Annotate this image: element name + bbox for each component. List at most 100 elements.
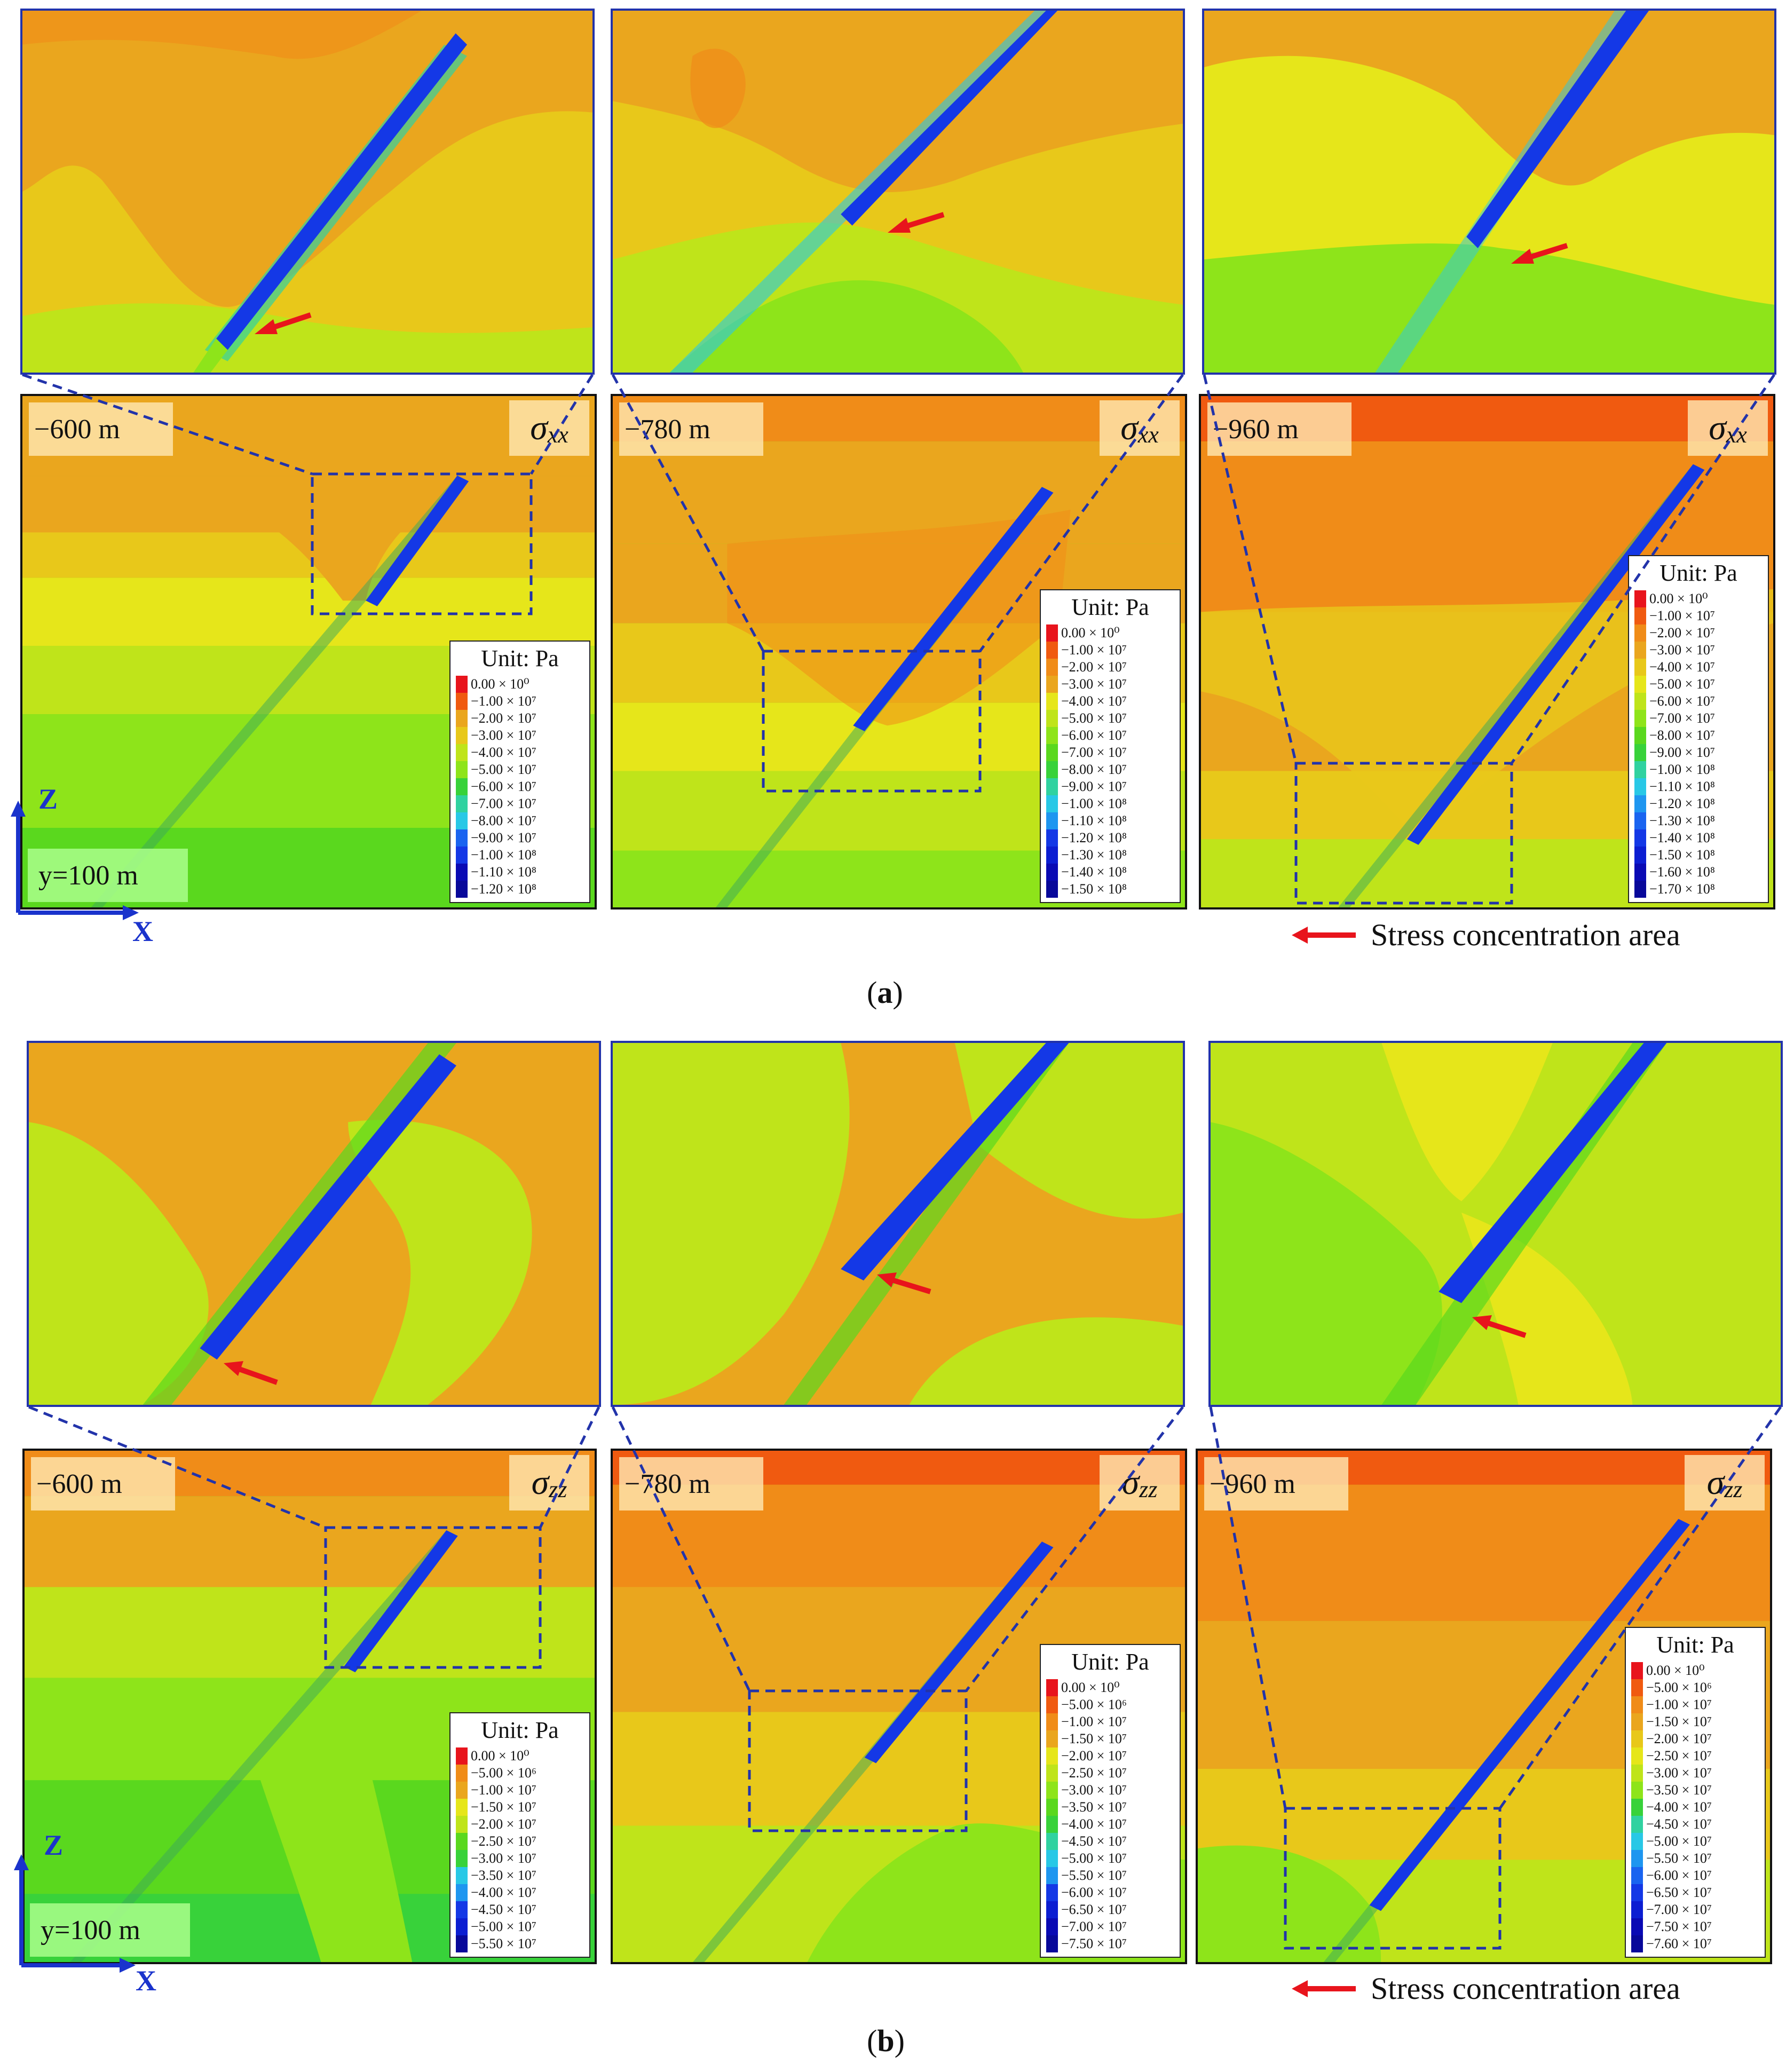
legend-value: −1.00 × 10⁸ bbox=[1061, 796, 1127, 811]
depth-label: −780 m bbox=[619, 1457, 763, 1510]
caption-b: (b) bbox=[867, 2023, 905, 2058]
color-legend: Unit: Pa 0.00 × 10⁰ −5.00 × 10⁶ −1.00 × 10⁷… bbox=[449, 1712, 590, 1958]
legend-swatch bbox=[1046, 1696, 1058, 1713]
legend-value: −1.00 × 10⁷ bbox=[471, 693, 536, 709]
legend-color-bar bbox=[1046, 1679, 1058, 1952]
legend-swatch bbox=[1634, 659, 1646, 676]
axis-z-label: Z bbox=[44, 1829, 64, 1861]
legend-swatch bbox=[1046, 829, 1058, 847]
legend-swatch bbox=[456, 1816, 468, 1833]
legend-swatch bbox=[1046, 795, 1058, 812]
legend-swatch bbox=[1634, 847, 1646, 864]
legend-value: −5.00 × 10⁷ bbox=[471, 1919, 536, 1934]
depth-label: −780 m bbox=[619, 402, 763, 456]
legend-value: −5.00 × 10⁷ bbox=[1061, 710, 1127, 726]
legend-value: −3.00 × 10⁷ bbox=[1646, 1765, 1712, 1781]
main-panel-a-960: −960 m σ xx Unit: Pa 0.00 × 10⁰ −1.00 × 10⁷… bbox=[1199, 394, 1775, 910]
stress-component-label: σ zz bbox=[1685, 1455, 1765, 1510]
legend-value: −5.50 × 10⁷ bbox=[1061, 1868, 1127, 1883]
legend-color-bar bbox=[1634, 590, 1646, 898]
legend-value: −1.60 × 10⁸ bbox=[1649, 864, 1715, 880]
legend-swatch bbox=[1046, 1782, 1058, 1799]
legend-value: −4.50 × 10⁷ bbox=[1646, 1816, 1712, 1832]
legend-value: −7.50 × 10⁷ bbox=[1646, 1919, 1712, 1934]
legend-value: −5.00 × 10⁷ bbox=[1646, 1833, 1712, 1849]
legend-value: −8.00 × 10⁷ bbox=[1649, 727, 1715, 743]
legend-color-bar bbox=[1631, 1662, 1643, 1952]
contour-map bbox=[1211, 1043, 1781, 1405]
legend-swatch bbox=[1631, 1713, 1643, 1730]
legend-swatch bbox=[1046, 1679, 1058, 1696]
main-panel-b-780: −780 m σ zz Unit: Pa 0.00 × 10⁰ −5.00 × 10⁶… bbox=[611, 1449, 1187, 1964]
legend-value: −1.20 × 10⁸ bbox=[1061, 830, 1127, 845]
legend-value: −1.10 × 10⁸ bbox=[1649, 779, 1715, 794]
legend-swatch bbox=[456, 676, 468, 693]
legend-swatch bbox=[1046, 1816, 1058, 1833]
legend-swatch bbox=[1634, 778, 1646, 795]
legend-swatch bbox=[1631, 1799, 1643, 1816]
legend-swatch bbox=[1631, 1747, 1643, 1765]
legend-value: −3.00 × 10⁷ bbox=[1649, 642, 1715, 658]
legend-swatch bbox=[1046, 847, 1058, 864]
legend-color-bar bbox=[1046, 624, 1058, 898]
legend-value: −1.50 × 10⁸ bbox=[1061, 881, 1127, 897]
legend-value: −1.50 × 10⁷ bbox=[471, 1799, 536, 1815]
legend-value: −1.00 × 10⁷ bbox=[1061, 1714, 1127, 1729]
contour-map bbox=[1204, 11, 1774, 373]
legend-swatch bbox=[456, 1901, 468, 1918]
red-arrow-icon bbox=[1292, 926, 1356, 944]
legend-swatch bbox=[1631, 1918, 1643, 1935]
legend-unit: Unit: Pa bbox=[481, 645, 559, 671]
legend-value: −4.00 × 10⁷ bbox=[1061, 693, 1127, 709]
legend-swatch bbox=[1046, 744, 1058, 761]
legend-value: −1.30 × 10⁸ bbox=[1649, 813, 1715, 828]
zoom-panel-a-960 bbox=[1202, 9, 1776, 375]
legend-swatch bbox=[1046, 1833, 1058, 1850]
axis-x-label: X bbox=[136, 1965, 156, 1997]
legend-unit: Unit: Pa bbox=[1071, 1649, 1149, 1675]
legend-swatch bbox=[1046, 1713, 1058, 1730]
legend-value: −8.00 × 10⁷ bbox=[471, 813, 536, 828]
color-legend: Unit: Pa 0.00 × 10⁰ −5.00 × 10⁶ −1.00 × 10⁷… bbox=[1040, 1644, 1181, 1958]
legend-swatch bbox=[456, 1833, 468, 1850]
legend-value: −5.00 × 10⁶ bbox=[1646, 1680, 1712, 1695]
legend-value: −2.50 × 10⁷ bbox=[1646, 1748, 1712, 1763]
legend-value: −6.00 × 10⁷ bbox=[471, 779, 536, 794]
legend-swatch bbox=[1046, 1918, 1058, 1935]
legend-value: −3.50 × 10⁷ bbox=[1646, 1782, 1712, 1798]
legend-swatch bbox=[1634, 624, 1646, 642]
legend-value: −1.00 × 10⁸ bbox=[471, 847, 536, 863]
legend-value: −5.50 × 10⁷ bbox=[1646, 1850, 1712, 1866]
legend-swatch bbox=[456, 778, 468, 795]
legend-swatch bbox=[1634, 642, 1646, 659]
legend-value: −3.50 × 10⁷ bbox=[1061, 1799, 1127, 1815]
legend-swatch bbox=[1631, 1816, 1643, 1833]
legend-value: −2.00 × 10⁷ bbox=[1061, 1748, 1127, 1763]
legend-unit: Unit: Pa bbox=[1071, 594, 1149, 620]
legend-swatch bbox=[1634, 795, 1646, 812]
legend-swatch bbox=[1046, 1884, 1058, 1901]
legend-value: −5.00 × 10⁷ bbox=[471, 762, 536, 777]
legend-swatch bbox=[1634, 829, 1646, 847]
legend-value: −5.00 × 10⁷ bbox=[1061, 1850, 1127, 1866]
legend-swatch bbox=[1634, 693, 1646, 710]
legend-color-bar bbox=[456, 676, 468, 898]
legend-value: −3.00 × 10⁷ bbox=[471, 1850, 536, 1866]
legend-value: −9.00 × 10⁷ bbox=[1649, 745, 1715, 760]
legend-value: −1.00 × 10⁸ bbox=[1649, 762, 1715, 777]
red-arrow-icon bbox=[1292, 1980, 1356, 1997]
legend-swatch bbox=[1634, 864, 1646, 881]
legend-swatch bbox=[1631, 1884, 1643, 1901]
legend-swatch bbox=[1631, 1867, 1643, 1884]
legend-value: −6.00 × 10⁷ bbox=[1649, 693, 1715, 709]
legend-value: −1.50 × 10⁷ bbox=[1061, 1731, 1127, 1746]
axis-z-label: Z bbox=[38, 783, 58, 815]
legend-swatch bbox=[1634, 710, 1646, 727]
legend-value: −1.10 × 10⁸ bbox=[471, 864, 536, 880]
axis-x-label: X bbox=[132, 915, 153, 947]
legend-swatch bbox=[1046, 778, 1058, 795]
legend-swatch bbox=[456, 1884, 468, 1901]
legend-swatch bbox=[1046, 624, 1058, 642]
legend-value: −7.00 × 10⁷ bbox=[1061, 1919, 1127, 1934]
legend-value: −5.00 × 10⁶ bbox=[471, 1765, 536, 1781]
